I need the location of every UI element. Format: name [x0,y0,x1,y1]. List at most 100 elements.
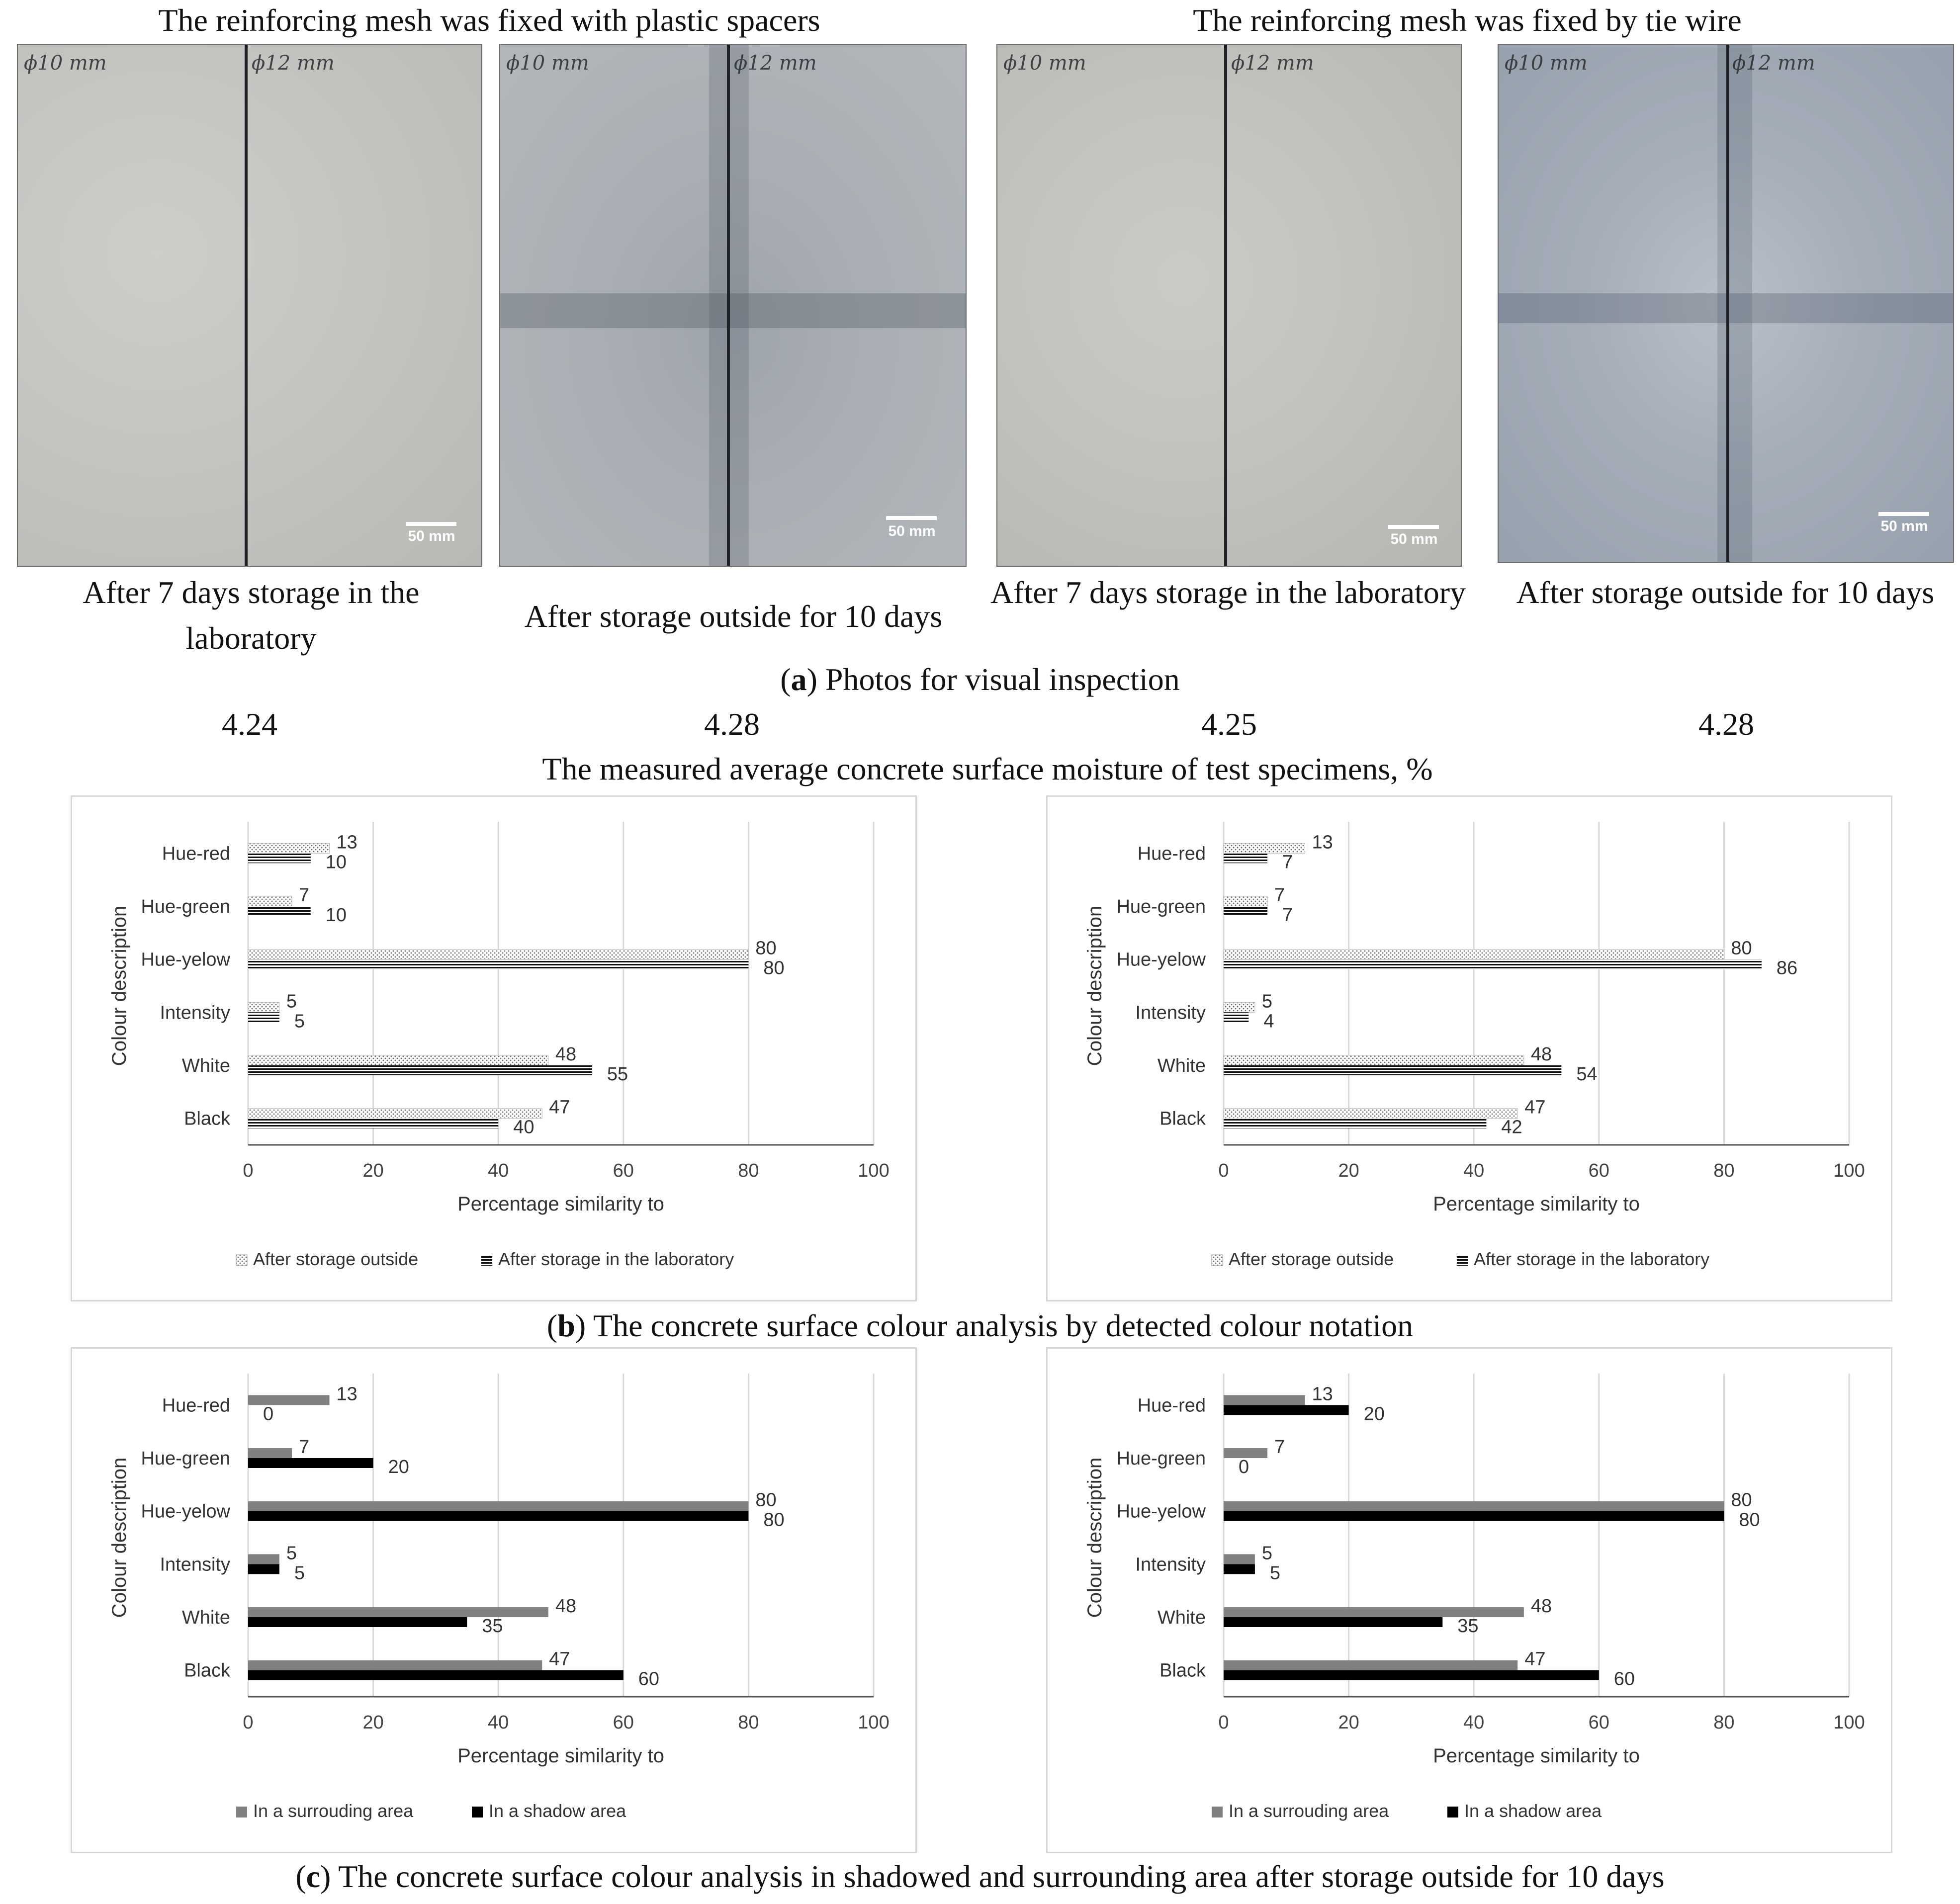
legend-label: After storage outside [253,1249,418,1269]
data-label: 10 [326,905,347,926]
x-axis-title: Percentage similarity to [457,1193,664,1215]
panel-b-caption: (b) The concrete surface colour analysis… [546,1308,1414,1343]
bar-after-storage-outside [248,949,749,960]
colour-bar-chart: 0 20 40 60 80 100Hue-red137Hue-green77Hue-yel… [1084,822,1865,1269]
category-label-intensity: Intensity [1135,1002,1206,1023]
x-tick-label: 0 [1218,1160,1229,1181]
x-tick-label: 20 [1338,1712,1359,1733]
diameter-marker-left: ϕ10 mm [1003,52,1086,75]
data-label: 80 [1731,1490,1752,1511]
legend-swatch [481,1255,492,1266]
bar-after-storage-in-the-laboratory [248,1012,279,1023]
bar-in-a-shadow-area [1224,1617,1443,1627]
data-label: 13 [1312,832,1333,853]
legend-label: In a shadow area [1464,1801,1602,1821]
panel-text: ) Photos for visual inspection [806,662,1180,697]
data-label: 7 [1274,1437,1285,1458]
bar-in-a-shadow-area [1224,1511,1724,1521]
bar-after-storage-in-the-laboratory [1224,959,1762,969]
data-label: 48 [1531,1596,1552,1617]
bar-in-a-surrouding-area [248,1448,292,1458]
x-tick-label: 80 [738,1160,759,1181]
x-tick-label: 60 [1589,1160,1609,1181]
data-label: 13 [1312,1384,1333,1404]
data-label: 5 [286,991,297,1012]
legend-label: In a surrouding area [253,1801,414,1821]
legend-label: In a surrouding area [1229,1801,1389,1821]
data-label: 47 [1524,1649,1545,1670]
data-label: 13 [337,1384,357,1404]
data-label: 5 [1262,991,1272,1012]
bar-in-a-surrouding-area [248,1395,330,1405]
x-tick-label: 60 [1589,1712,1609,1733]
bar-in-a-surrouding-area [1224,1448,1268,1458]
bar-after-storage-in-the-laboratory [248,959,749,969]
panel-letter: b [557,1308,575,1343]
bar-in-a-surrouding-area [1224,1607,1524,1617]
data-label: 5 [294,1011,305,1032]
x-tick-label: 40 [488,1712,509,1733]
scale-bar [886,516,937,520]
data-label: 0 [1239,1457,1249,1477]
scale-label: 50 mm [1880,518,1928,534]
x-tick-label: 0 [1218,1712,1229,1733]
y-axis-title: Colour description [108,1458,130,1618]
diameter-marker-left: ϕ10 mm [24,52,107,75]
category-label-white: White [182,1607,230,1628]
data-label: 7 [1274,885,1285,906]
moisture-value: 4.25 [1201,706,1257,742]
x-tick-label: 60 [613,1712,634,1733]
heading-tie-wire: The reinforcing mesh was fixed by tie wi… [1193,2,1742,38]
chart-c-left: 0 20 40 60 80 100 Hue-red 13 0 Hue-green 7 20 Hue-ye… [71,1347,917,1853]
data-label: 80 [755,1490,776,1511]
category-label-hue-yelow: Hue-yelow [141,950,230,970]
scale-label: 50 mm [408,528,455,544]
category-label-black: Black [1159,1660,1206,1681]
bar-after-storage-outside [248,1002,280,1013]
bar-after-storage-outside [1223,949,1724,960]
diameter-marker-right: ϕ12 mm [1231,52,1314,75]
data-label: 80 [763,958,784,979]
category-label-hue-green: Hue-green [1116,1448,1206,1469]
data-label: 80 [1739,1510,1760,1531]
panel-letter: c [306,1859,321,1894]
x-tick-label: 20 [362,1160,383,1181]
panel-c-caption: (c) The concrete surface colour analysis… [295,1859,1665,1894]
data-label: 54 [1576,1064,1597,1085]
data-label: 13 [337,832,357,853]
panel-a-caption: (a) Photos for visual inspection [780,662,1180,697]
x-axis-title: Percentage similarity to [1433,1745,1640,1767]
shadow-band-horizontal [1499,293,1953,323]
bar-after-storage-in-the-laboratory [1224,1065,1562,1075]
category-label-white: White [1158,1055,1206,1076]
data-label: 80 [755,938,776,959]
x-tick-label: 20 [362,1712,383,1733]
legend-swatch [236,1807,247,1817]
data-label: 47 [1524,1097,1545,1118]
legend-swatch [1457,1255,1468,1266]
moisture-value: 4.28 [704,706,760,742]
bar-after-storage-outside [1223,1108,1518,1119]
photo-spacers-lab: ϕ10 mm ϕ12 mm 50 mm [17,44,482,567]
panel-text: ) The concrete surface colour analysis i… [320,1859,1665,1894]
bar-after-storage-in-the-laboratory [248,1065,592,1075]
data-label: 47 [549,1097,570,1118]
bar-after-storage-in-the-laboratory [248,1118,499,1128]
category-label-hue-yelow: Hue-yelow [1116,1501,1206,1522]
y-axis-title: Colour description [1084,906,1106,1066]
crack-line [245,45,248,566]
data-label: 7 [1282,852,1293,872]
data-label: 7 [1282,905,1293,926]
category-label-hue-yelow: Hue-yelow [141,1501,230,1522]
x-tick-label: 40 [1463,1160,1484,1181]
diameter-marker-left: ϕ10 mm [1505,52,1588,75]
crack-line [1224,45,1227,566]
x-tick-label: 80 [1713,1160,1734,1181]
data-label: 20 [388,1457,409,1477]
crack-line [1726,45,1729,562]
x-axis-title: Percentage similarity to [1433,1193,1640,1215]
concrete-texture [997,45,1461,566]
x-tick-label: 60 [613,1160,634,1181]
bar-after-storage-in-the-laboratory [1224,1118,1487,1128]
photo-wire-outside: ϕ10 mm ϕ12 mm 50 mm [1498,44,1954,563]
